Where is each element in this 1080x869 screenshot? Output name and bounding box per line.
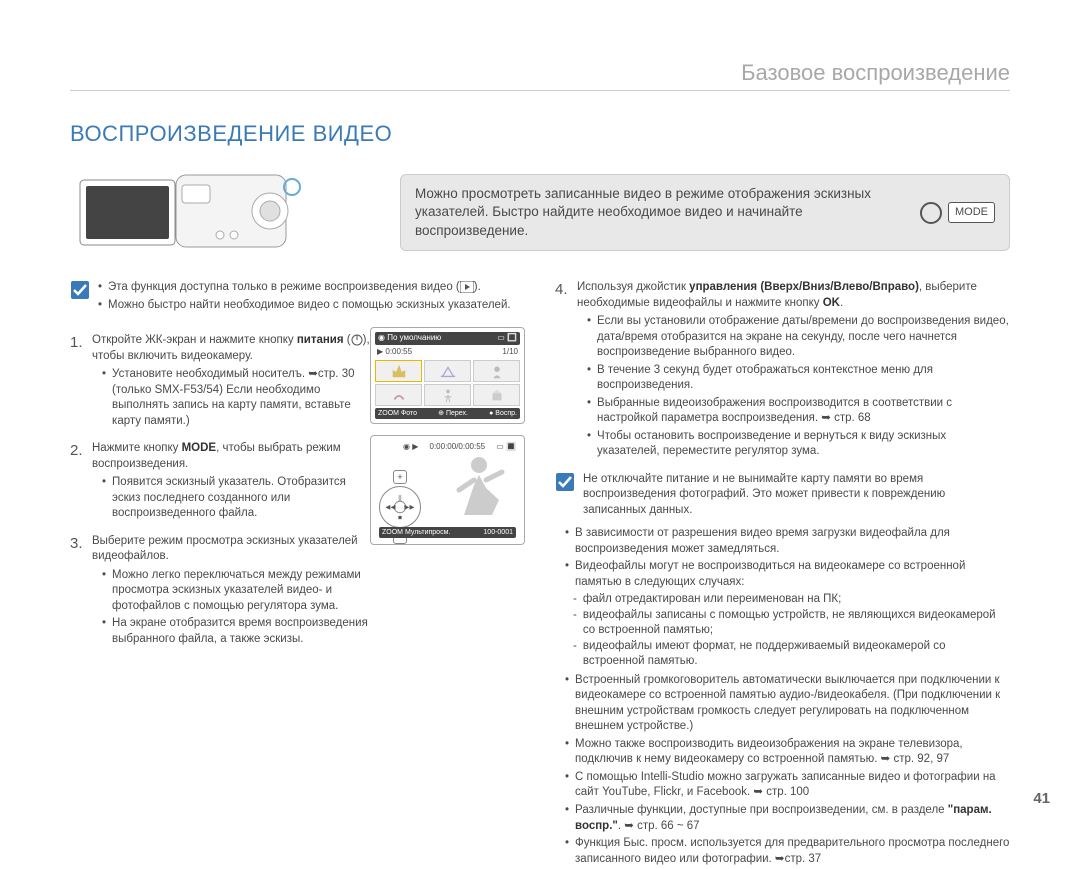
step4-sub-3: Чтобы остановить воспроизведение и верну… — [597, 429, 1010, 460]
mode-button-ref: MODE — [920, 202, 995, 224]
svg-text:■: ■ — [398, 515, 402, 522]
camcorder-illustration — [70, 165, 380, 260]
dash-0: файл отредактирован или переименован на … — [583, 592, 841, 608]
step3-sub-0: Можно легко переключаться между режимами… — [112, 568, 370, 615]
check-icon — [555, 472, 575, 492]
dash-1: видеофайлы записаны с помощью устройств,… — [583, 608, 1010, 639]
step-3: 3. Выберите режим просмотра эскизных ука… — [70, 534, 370, 650]
step-1: 1. Откройте ЖК-экран и нажмите кнопку пи… — [70, 333, 370, 431]
check-icon — [70, 280, 90, 300]
notes-dash-list: файл отредактирован или переименован на … — [555, 592, 1010, 670]
check-item-1: Можно быстро найти необходимое видео с п… — [108, 298, 511, 314]
step4-sub-2: Выбранные видеоизображения воспроизводит… — [597, 396, 1010, 427]
note-0: В зависимости от разрешения видео время … — [575, 526, 1010, 557]
check-note-right: Не отключайте питание и не вынимайте кар… — [555, 472, 1010, 519]
svg-text:||: || — [398, 495, 402, 502]
intro-box: Можно просмотреть записанные видео в реж… — [400, 174, 1010, 251]
chapter-header: Базовое воспроизведение — [70, 60, 1010, 91]
mode-circle-icon — [920, 202, 942, 224]
svg-text:◀◀: ◀◀ — [385, 504, 396, 511]
step-4: 4. Используя джойстик управления (Вверх/… — [555, 280, 1010, 462]
right-check-text: Не отключайте питание и не вынимайте кар… — [583, 472, 1010, 519]
playback-figure-icon — [444, 450, 514, 520]
page-number: 41 — [1033, 790, 1050, 807]
step4-sub-1: В течение 3 секунд будет отображаться ко… — [597, 363, 1010, 394]
note2-0: Встроенный громкоговоритель автоматическ… — [575, 673, 1010, 735]
step4-sub-0: Если вы установили отображение даты/врем… — [597, 314, 1010, 361]
step3-sub-1: На экране отобразится время воспроизведе… — [112, 616, 370, 647]
dpad-icon: || ◀◀ ▶▶ ■ — [379, 486, 421, 528]
lcd-thumbnail-screen: ◉ По умолчанию▭ 🔳 ▶ 0:00:551/10 ZOOM Фот… — [370, 327, 525, 424]
step2-sub-0: Появится эскизный указатель. Отобразится… — [112, 475, 370, 522]
notes2-list: Встроенный громкоговоритель автоматическ… — [555, 673, 1010, 867]
lcd-playback-screen: ◉ ▶0:00:00/0:00:55▭ 🔳 + || ◀◀ ▶▶ ■ — [370, 435, 525, 545]
note4: Функция Быс. просм. используется для пре… — [575, 836, 1010, 867]
svg-text:▶▶: ▶▶ — [404, 504, 415, 511]
page-title: ВОСПРОИЗВЕДЕНИЕ ВИДЕО — [70, 121, 1010, 147]
note-1: Видеофайлы могут не воспроизводиться на … — [575, 559, 1010, 590]
note2-1: Можно также воспроизводить видеоизображе… — [575, 737, 1010, 768]
video-play-icon — [460, 281, 474, 293]
power-icon — [351, 334, 363, 346]
notes-list: В зависимости от разрешения видео время … — [555, 526, 1010, 590]
step-2: 2. Нажмите кнопку MODE, чтобы выбрать ре… — [70, 441, 370, 524]
intro-text: Можно просмотреть записанные видео в реж… — [415, 185, 908, 240]
check-item-0: Эта функция доступна только в режиме вос… — [108, 281, 460, 293]
note2-2: С помощью Intelli-Studio можно загружать… — [575, 770, 1010, 801]
dash-2: видеофайлы имеют формат, не поддерживаем… — [583, 639, 1010, 670]
mode-label: MODE — [948, 202, 995, 223]
step1-sub-0: Установите необходимый носителъ. ➥стр. 3… — [112, 367, 370, 429]
check-note-left: Эта функция доступна только в режиме вос… — [70, 280, 525, 315]
